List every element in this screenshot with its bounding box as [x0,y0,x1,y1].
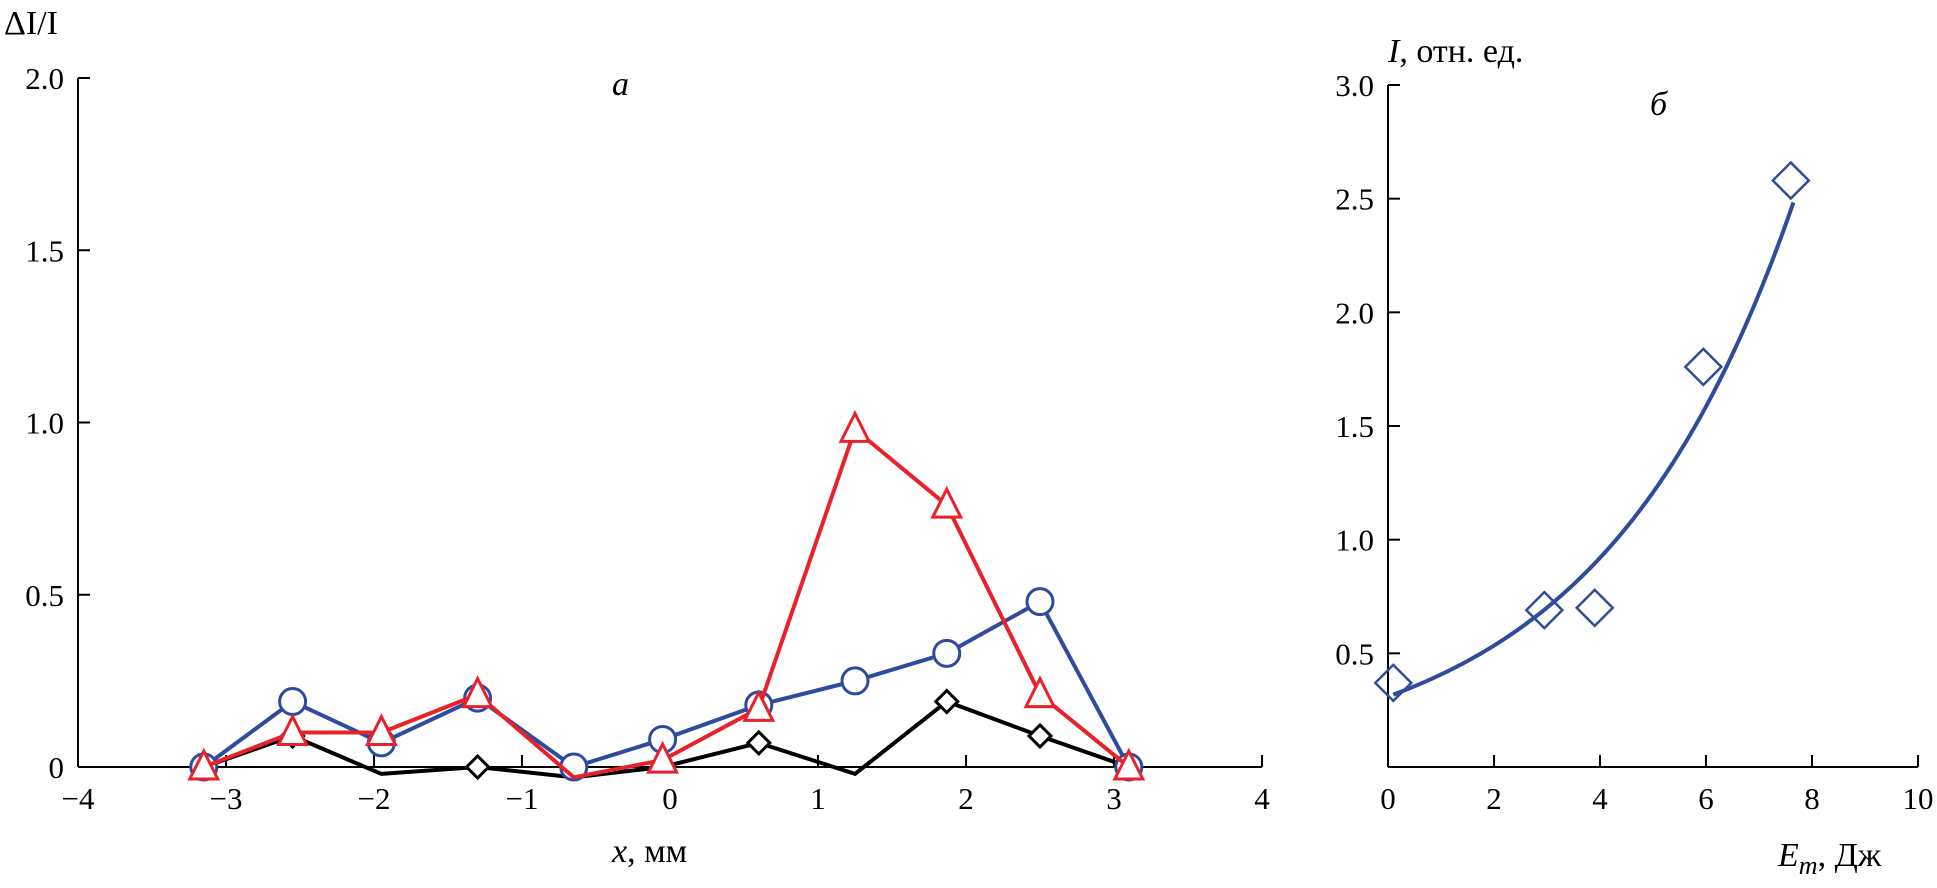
panel-b-axes [1387,85,1918,768]
b-x-tick-label: 4 [1592,781,1608,816]
panel-a: −4 −3 −2 −1 0 1 2 3 4 0 0.5 1.0 1.5 2.0 ΔI/I а x, мм [4,5,1270,870]
a-y-tick-label: 1.5 [25,233,64,268]
data-point-diamond [933,688,960,715]
a-x-tick-label: 0 [662,781,678,816]
a-y-tick-label: 1.0 [25,406,64,441]
a-x-tick-label: −4 [62,781,95,816]
b-y-tick-label: 1.0 [1335,523,1374,558]
b-x-tick-label: 0 [1380,781,1396,816]
panel-b-label: б [1650,86,1669,123]
panel-a-x-axis-label: x, мм [611,833,687,870]
a-x-tick-label: 4 [1254,781,1270,816]
a-x-tick-label: 1 [810,781,826,816]
panel-a-x-var: x [611,833,627,870]
panel-a-ticks: −4 −3 −2 −1 0 1 2 3 4 0 0.5 1.0 1.5 2.0 [25,61,1270,816]
a-x-tick-label: −1 [506,781,539,816]
data-point-triangle [646,740,680,774]
data-point-triangle [187,747,221,781]
b-y-tick-label: 2.0 [1335,295,1374,330]
panel-a-label: а [612,66,629,103]
a-x-tick-label: −3 [210,781,243,816]
a-x-tick-label: 3 [1106,781,1122,816]
series-triangles-red [187,410,1146,781]
panel-b-series [1373,160,1811,703]
data-point-diamond [1683,347,1724,387]
a-x-tick-label: −2 [358,781,391,816]
a-x-tick-label: 2 [958,781,974,816]
data-point-triangle [838,410,872,443]
a-y-tick-label: 0.5 [25,578,64,613]
data-point-diamond [1524,590,1565,630]
panel-b-y-unit: , отн. ед. [1399,33,1523,70]
fit-curve [1392,201,1796,697]
a-y-tick-label: 2.0 [25,61,64,96]
b-y-tick-label: 0.5 [1335,636,1374,671]
panel-a-y-axis-label: ΔI/I [4,5,58,42]
panel-a-x-unit: , мм [627,833,687,870]
data-point-triangle [364,713,398,747]
b-y-tick-label: 2.5 [1335,182,1374,217]
b-x-tick-label: 8 [1804,781,1820,816]
panel-b-x-var: E [1777,837,1799,874]
panel-b-y-axis-label: I, отн. ед. [1387,33,1523,70]
panel-b: 0 2 4 6 8 100.51.01.52.02.53.0 I, отн. ед. б … [1335,33,1933,880]
data-point-triangle [742,689,776,722]
data-point-triangle [930,485,964,519]
panel-b-x-sub: m [1799,851,1818,880]
panel-b-y-var: I [1387,33,1401,70]
panel-b-ticks: 0 2 4 6 8 10 0.5 1.0 1.5 2.0 2.5 3.0 [1335,68,1933,816]
b-y-tick-label: 1.5 [1335,409,1374,444]
data-point-circle [1025,587,1055,617]
panel-b-x-unit: , Дж [1818,837,1882,874]
data-point-triangle [1023,675,1057,709]
data-point-diamond [1574,588,1615,628]
b-y-tick-label: 3.0 [1335,68,1374,103]
data-point-diamond [1373,663,1414,703]
data-point-diamond [464,753,491,781]
a-y-tick-label: 0 [49,750,65,785]
data-point-diamond [1771,160,1811,201]
panel-a-series [187,410,1146,782]
b-x-tick-label: 10 [1903,781,1934,816]
data-point-diamond [1026,722,1054,750]
data-point-triangle [276,713,310,747]
data-point-triangle [461,675,495,709]
data-point-circle [932,638,962,668]
b-x-tick-label: 2 [1486,781,1502,816]
panel-b-x-axis-label: Em, Дж [1777,837,1882,880]
data-point-diamond [745,729,772,757]
b-x-tick-label: 6 [1698,781,1714,816]
data-point-circle [840,666,870,696]
panel-a-axes [77,78,1262,768]
data-point-circle [278,687,308,717]
data-point-triangle [1112,747,1146,781]
